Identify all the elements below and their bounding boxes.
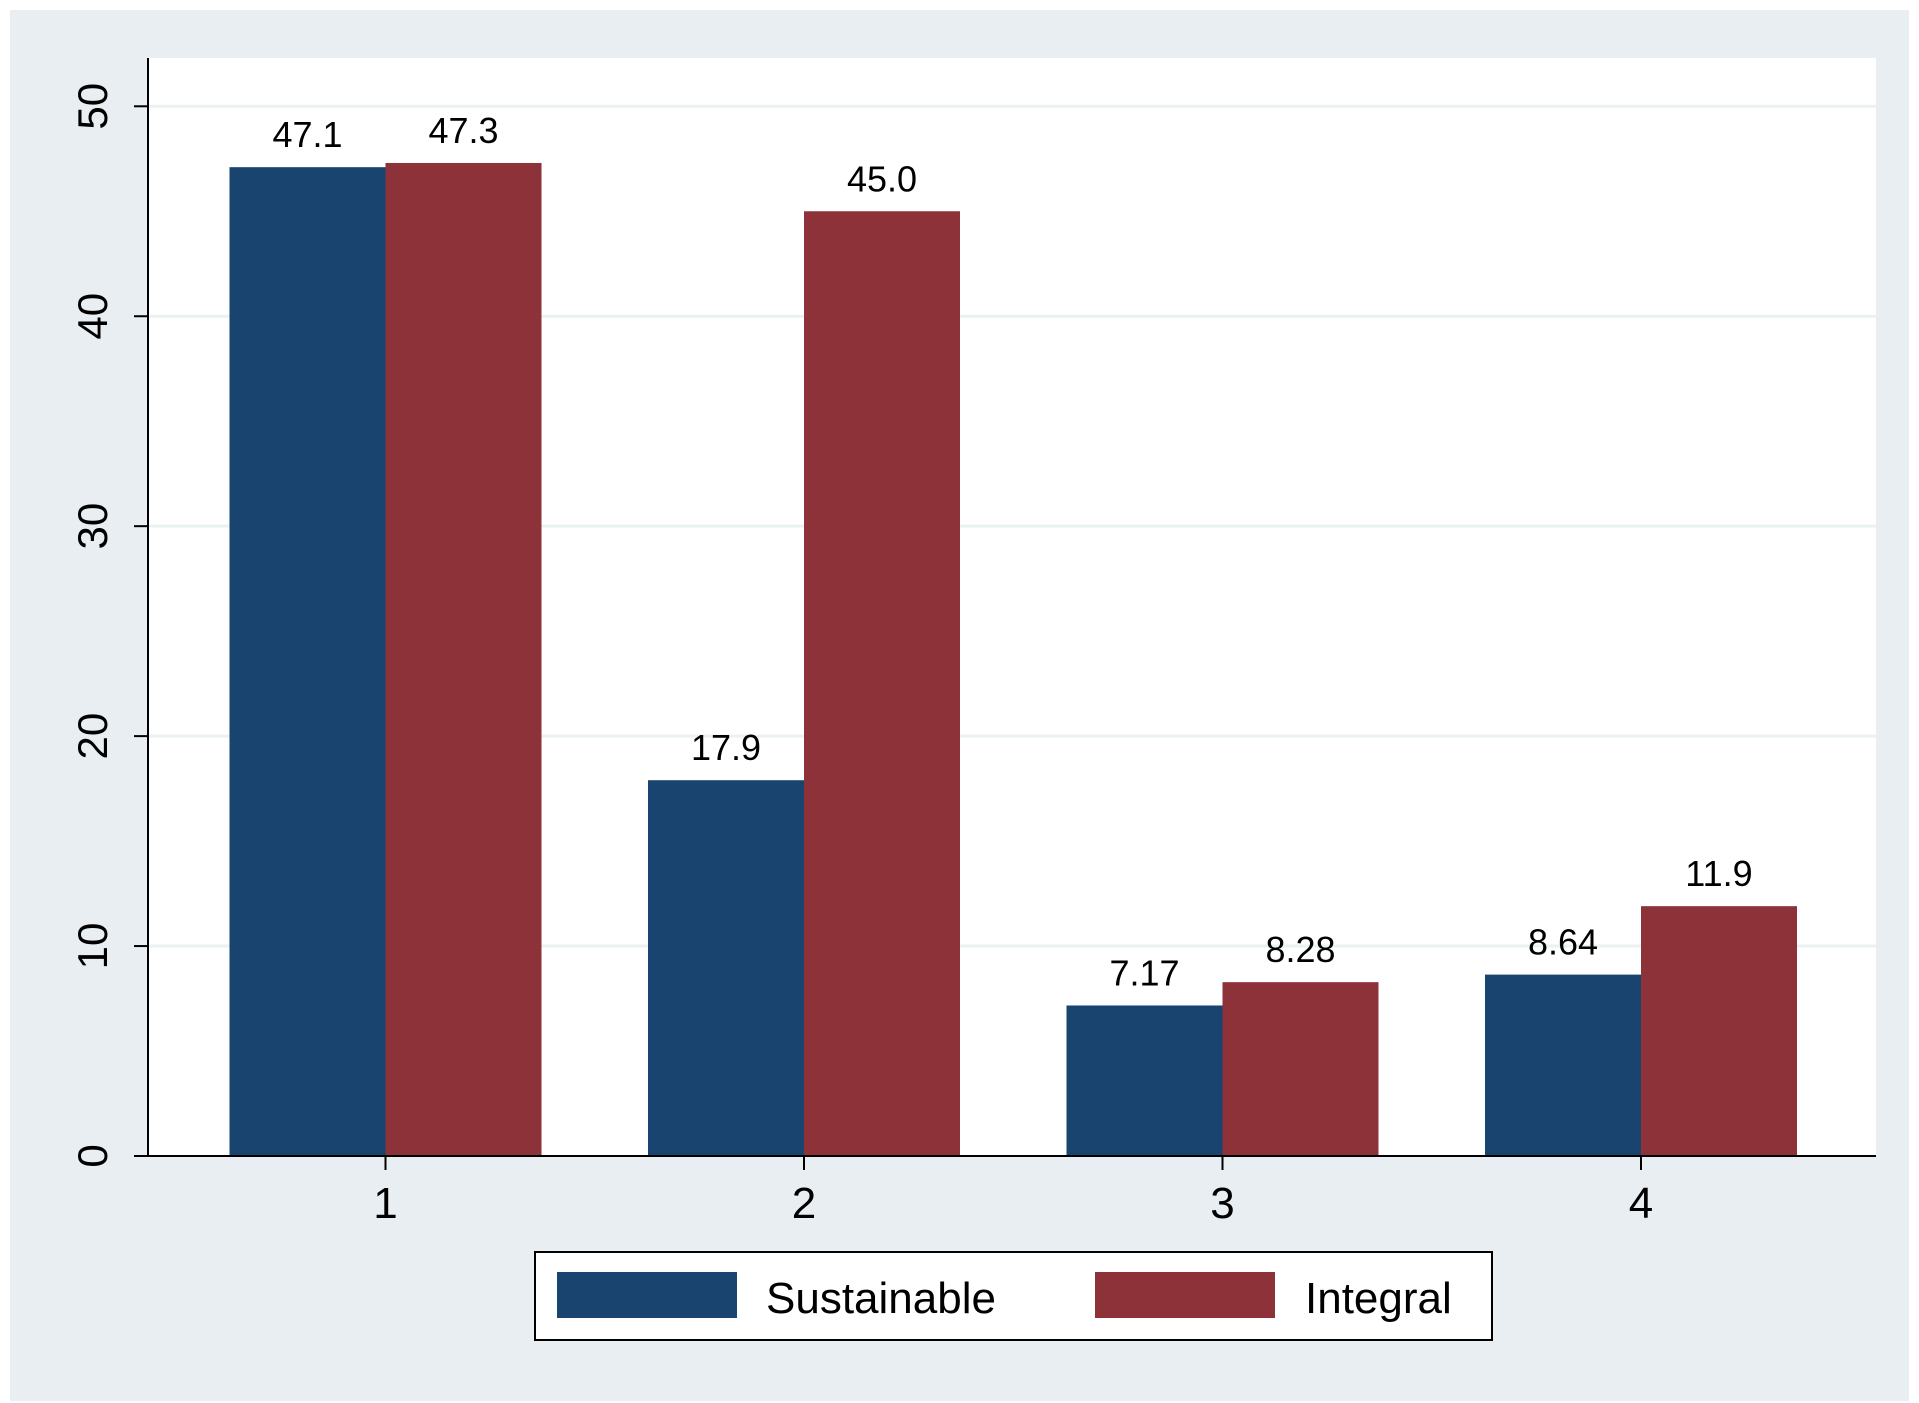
legend-label-integral: Integral	[1305, 1274, 1452, 1323]
bar-sustainable-2	[648, 780, 804, 1156]
x-tick-label: 3	[1210, 1179, 1234, 1228]
y-tick-label: 0	[69, 1144, 116, 1167]
y-axis-ticks: 0 10 20 30 40 50	[69, 83, 148, 1168]
y-tick-label: 50	[69, 83, 116, 130]
legend-swatch-integral	[1095, 1272, 1275, 1318]
x-axis-ticks: 1 2 3 4	[373, 1156, 1653, 1228]
bar-integral-1	[385, 162, 542, 1156]
bar-sustainable-4	[1485, 974, 1641, 1156]
x-tick-label: 1	[373, 1179, 397, 1228]
y-tick-label: 10	[69, 923, 116, 970]
x-tick-label: 2	[792, 1179, 816, 1228]
bar-integral-4	[1641, 906, 1797, 1156]
bar-value-labels: 47.1 47.3 17.9 45.0 7.17 8.28 8.64 11.9	[272, 110, 1752, 993]
y-tick-label: 20	[69, 713, 116, 760]
y-tick-label: 40	[69, 293, 116, 340]
bar-label-sustainable-4: 8.64	[1528, 922, 1598, 963]
bar-label-sustainable-3: 7.17	[1109, 952, 1179, 993]
legend-swatch-sustainable	[557, 1272, 737, 1318]
bar-label-integral-4: 11.9	[1685, 853, 1752, 894]
legend: Sustainable Integral	[534, 1251, 1493, 1341]
bars	[229, 162, 1797, 1157]
bar-label-integral-2: 45.0	[847, 158, 917, 199]
bar-integral-2	[804, 211, 960, 1157]
bar-integral-3	[1222, 982, 1379, 1156]
bar-sustainable-3	[1066, 1005, 1223, 1156]
x-tick-label: 4	[1629, 1179, 1653, 1228]
bar-label-integral-3: 8.28	[1265, 929, 1335, 970]
bar-sustainable-1	[229, 167, 386, 1156]
bar-label-integral-1: 47.3	[428, 110, 498, 151]
y-tick-label: 30	[69, 503, 116, 550]
bar-label-sustainable-1: 47.1	[272, 114, 342, 155]
bar-label-sustainable-2: 17.9	[691, 727, 761, 768]
legend-label-sustainable: Sustainable	[766, 1274, 996, 1323]
